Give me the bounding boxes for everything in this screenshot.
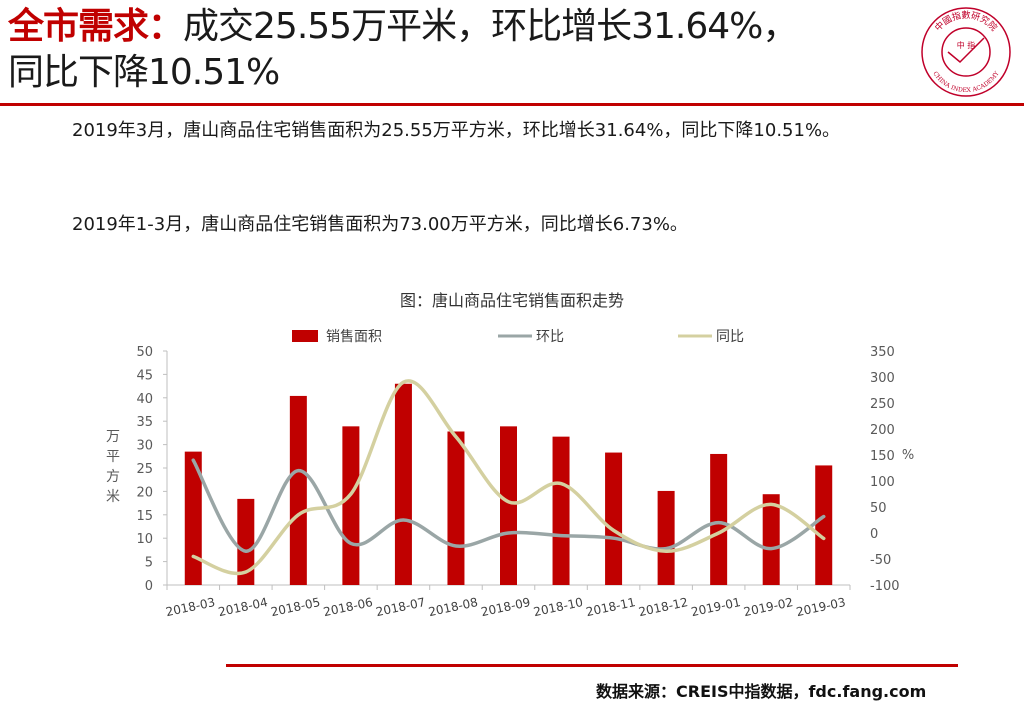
x-tick-label: 2018-07 <box>375 595 427 619</box>
paragraph-2: 2019年1-3月，唐山商品住宅销售面积为73.00万平方米，同比增长6.73%… <box>72 214 688 235</box>
bar-2019-01 <box>710 453 728 585</box>
title-line-2: 同比下降10.51% <box>8 52 280 93</box>
left-tick-label: 30 <box>136 439 153 454</box>
right-tick-label: 100 <box>870 475 895 490</box>
legend-label-销售面积: 销售面积 <box>326 329 382 345</box>
x-tick-label: 2018-11 <box>585 595 637 619</box>
left-tick-label: 40 <box>136 392 153 407</box>
bar-2018-08 <box>447 431 465 585</box>
right-tick-label: 250 <box>870 397 895 412</box>
bar-2018-09 <box>500 426 517 585</box>
right-tick-label: 200 <box>870 423 895 438</box>
x-tick-label: 2018-10 <box>532 595 584 619</box>
bar-2018-06 <box>342 426 360 585</box>
title-accent: 全市需求： <box>8 6 184 47</box>
right-tick-label: 300 <box>870 371 895 386</box>
china-index-academy-logo: 中國指數研究院 CHINA INDEX ACADEMY 中 指 <box>921 7 1011 97</box>
bar-2018-04 <box>237 498 255 585</box>
x-tick-label: 2018-05 <box>270 595 322 619</box>
y-axis-label-char: 平 <box>106 449 120 465</box>
svg-text:中 指: 中 指 <box>957 40 976 50</box>
series-line-环比 <box>191 458 826 553</box>
bar-2018-12 <box>657 490 675 585</box>
left-tick-label: 45 <box>136 368 153 383</box>
x-tick-label: 2018-08 <box>427 595 479 619</box>
right-tick-label: -50 <box>870 553 891 568</box>
left-tick-label: 20 <box>136 485 153 500</box>
x-tick-label: 2018-03 <box>164 595 216 619</box>
bar-2018-05 <box>289 395 307 585</box>
paragraph-1: 2019年3月，唐山商品住宅销售面积为25.55万平方米，环比增长31.64%，… <box>72 120 841 141</box>
bar-2019-02 <box>762 494 780 585</box>
right-tick-label: 50 <box>870 501 887 516</box>
x-tick-label: 2018-09 <box>480 595 532 619</box>
legend-label-环比: 环比 <box>536 329 564 345</box>
page-title: 全市需求：成交25.55万平米，环比增长31.64%， 同比下降10.51% <box>8 4 920 96</box>
right-tick-label: 150 <box>870 449 895 464</box>
footer-divider <box>226 664 958 667</box>
title-line-1: 成交25.55万平米，环比增长31.64%， <box>183 6 798 47</box>
left-tick-label: 35 <box>136 415 153 430</box>
x-tick-label: 2018-12 <box>637 595 689 619</box>
left-tick-label: 15 <box>136 509 153 524</box>
x-tick-label: 2018-06 <box>322 595 374 619</box>
left-tick-label: 10 <box>136 532 153 547</box>
left-tick-label: 5 <box>145 556 153 571</box>
chart-title: 图：唐山商品住宅销售面积走势 <box>399 291 624 310</box>
title-divider <box>0 103 1024 106</box>
bar-2018-10 <box>552 436 570 585</box>
bar-2018-11 <box>605 452 623 585</box>
bar-2019-03 <box>815 465 833 585</box>
legend-swatch-销售面积 <box>292 330 318 342</box>
y-axis-label-char: 米 <box>106 489 120 505</box>
right-tick-label: 0 <box>870 527 878 542</box>
bar-2018-03 <box>184 451 202 585</box>
x-tick-label: 2019-01 <box>690 595 742 619</box>
y-axis-label-char: 方 <box>106 469 120 485</box>
left-tick-label: 25 <box>136 462 153 477</box>
x-tick-label: 2019-02 <box>742 595 794 619</box>
bar-2018-07 <box>394 383 412 585</box>
y-axis-label-char: 万 <box>106 429 120 445</box>
y2-axis-label: % <box>902 448 914 463</box>
right-tick-label: -100 <box>870 579 900 594</box>
x-tick-label: 2019-03 <box>795 595 847 619</box>
series-line-同比 <box>191 379 826 576</box>
data-source: 数据来源：CREIS中指数据，fdc.fang.com <box>596 682 927 701</box>
legend-label-同比: 同比 <box>716 329 744 345</box>
right-tick-label: 350 <box>870 345 895 360</box>
left-tick-label: 50 <box>136 345 153 360</box>
x-tick-label: 2018-04 <box>217 595 269 619</box>
left-tick-label: 0 <box>145 579 153 594</box>
